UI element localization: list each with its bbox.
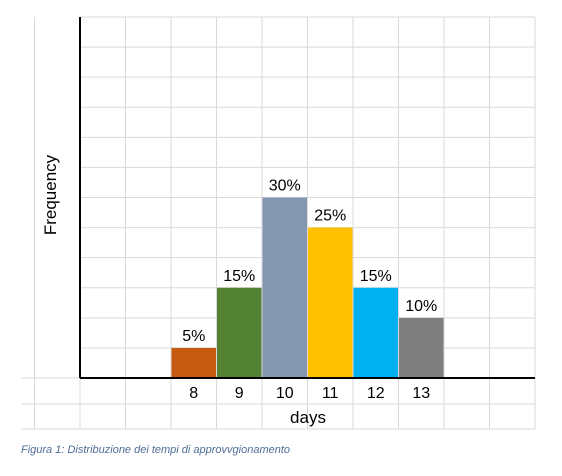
- x-tick-label-9: 9: [235, 385, 244, 402]
- bar-8: [171, 347, 216, 378]
- x-tick-label-10: 10: [276, 385, 294, 402]
- bar-10: [262, 197, 307, 378]
- data-label-8: 5%: [182, 328, 205, 345]
- x-axis-label: days: [290, 408, 326, 427]
- labels: 5% 8 15% 9 30% 10 25% 11 15% 12 10% 13: [182, 178, 437, 403]
- bar-12: [353, 287, 398, 378]
- bar-13: [399, 317, 444, 378]
- x-tick-label-13: 13: [412, 385, 430, 402]
- data-label-12: 15%: [360, 268, 392, 285]
- data-label-9: 15%: [223, 268, 255, 285]
- figure-caption: Figura 1: Distribuzione dei tempi di app…: [21, 444, 291, 456]
- x-tick-label-11: 11: [322, 385, 339, 402]
- x-tick-label-12: 12: [367, 385, 385, 402]
- bars: [171, 197, 444, 378]
- bar-11: [308, 227, 353, 378]
- data-label-13: 10%: [405, 298, 437, 315]
- bar-9: [217, 287, 262, 378]
- x-tick-label-8: 8: [189, 385, 198, 402]
- y-axis-label: Frequency: [41, 154, 60, 235]
- axes: [79, 17, 535, 379]
- data-label-10: 30%: [269, 178, 301, 195]
- grid: [21, 16, 536, 430]
- data-label-11: 25%: [314, 208, 346, 225]
